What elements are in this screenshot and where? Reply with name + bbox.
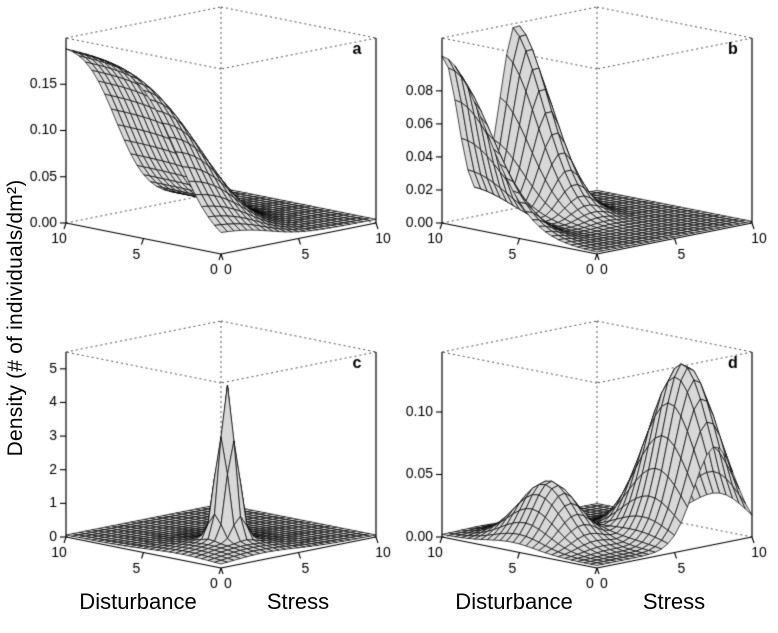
x-axis-title-stress-left: Stress xyxy=(266,589,330,614)
z-axis-title: Density (# of individuals/dm²) xyxy=(4,179,27,457)
x-axis-title-stress-right: Stress xyxy=(642,589,706,614)
x-axis-title-disturbance-right: Disturbance xyxy=(455,589,573,614)
surface-plot-c xyxy=(26,316,402,616)
x-axis-title-disturbance-left: Disturbance xyxy=(79,589,197,614)
surface-plot-a xyxy=(26,2,402,302)
surface-plot-d xyxy=(402,316,778,616)
surface-plot-b xyxy=(402,2,778,302)
